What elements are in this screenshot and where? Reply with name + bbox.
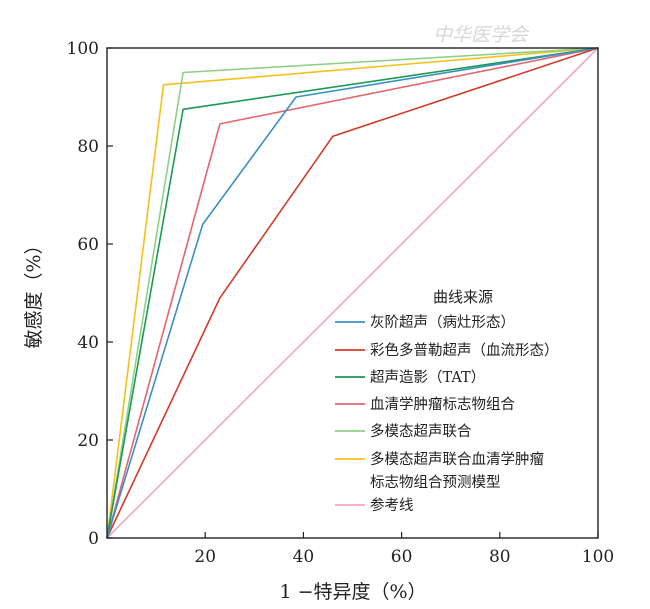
legend-label: 血清学肿瘤标志物组合 bbox=[370, 396, 515, 413]
y-axis-label: 敏感度（%） bbox=[23, 235, 45, 348]
x-tick-label: 40 bbox=[293, 547, 315, 567]
y-tick-label: 20 bbox=[77, 431, 99, 451]
y-tick-label: 100 bbox=[67, 39, 99, 59]
y-tick-label: 60 bbox=[77, 235, 99, 255]
legend-label: 超声造影（TAT） bbox=[370, 368, 485, 386]
legend-label: 多模态超声联合 bbox=[370, 422, 472, 440]
series-line bbox=[106, 47, 599, 539]
legend-label-line2: 标志物组合预测模型 bbox=[370, 474, 501, 491]
series-line bbox=[106, 47, 599, 539]
plot-frame bbox=[106, 47, 599, 539]
plot-area bbox=[106, 47, 599, 539]
legend-title: 曲线来源 bbox=[433, 288, 493, 306]
x-axis-label: 1 −特异度（%） bbox=[279, 581, 426, 603]
axes: 0 20 40 60 80 100 20 40 60 80 100 bbox=[67, 39, 615, 567]
series-line bbox=[106, 47, 599, 539]
legend-label: 多模态超声联合血清学肿瘤 bbox=[370, 450, 544, 468]
x-tick-label: 80 bbox=[489, 547, 511, 567]
watermark: 中华医学会 bbox=[433, 24, 530, 46]
series-line bbox=[106, 47, 599, 539]
legend-label: 参考线 bbox=[370, 497, 414, 514]
x-tick-label: 60 bbox=[391, 547, 413, 567]
x-tick-label: 20 bbox=[194, 547, 216, 567]
y-tick-label: 0 bbox=[88, 529, 99, 549]
legend-label: 灰阶超声（病灶形态） bbox=[370, 313, 515, 331]
x-tick-label: 100 bbox=[582, 547, 614, 567]
y-tick-label: 40 bbox=[77, 333, 99, 353]
series-line bbox=[106, 47, 599, 539]
legend-label: 彩色多普勒超声（血流形态） bbox=[370, 341, 559, 359]
y-tick-label: 80 bbox=[77, 137, 99, 157]
series-line bbox=[106, 47, 599, 539]
series-line bbox=[106, 47, 599, 539]
